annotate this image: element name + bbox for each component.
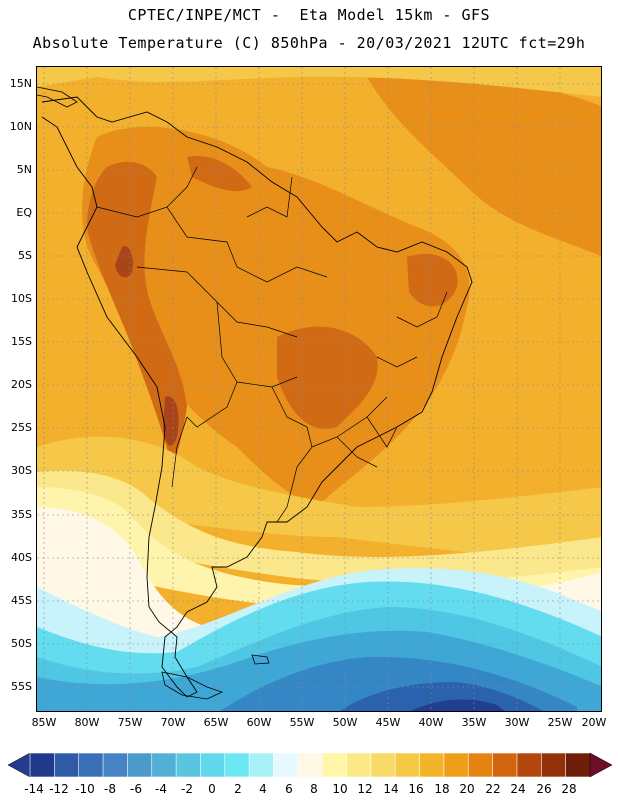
title-line-2: Absolute Temperature (C) 850hPa - 20/03/…: [32, 34, 586, 52]
colorbar-swatch: [297, 752, 323, 778]
darkest-blue-region: [410, 699, 505, 711]
colorbar-label: 28: [561, 782, 577, 796]
country-borders: [96, 166, 448, 523]
lat-label: EQ: [16, 206, 32, 219]
lat-label: 15S: [11, 335, 32, 348]
lat-label: 40S: [11, 551, 32, 564]
lon-label: 80W: [74, 716, 100, 729]
colorbar-swatch: [540, 752, 567, 778]
colorbar: [8, 752, 612, 778]
colorbar-swatch: [273, 752, 299, 778]
hot-region-andes: [87, 161, 187, 467]
colorbar-swatch: [419, 752, 445, 778]
lat-label: 45S: [11, 594, 32, 607]
colorbar-label: 10: [332, 782, 348, 796]
colorbar-swatch: [492, 752, 518, 778]
colorbar-label: 22: [485, 782, 501, 796]
lat-label: 20S: [11, 378, 32, 391]
colorbar-swatch: [467, 752, 494, 778]
colorbar-label: 12: [357, 782, 373, 796]
lat-label: 15N: [9, 77, 32, 90]
lat-label: 30S: [11, 464, 32, 477]
title-line-1: CPTEC/INPE/MCT - Eta Model 15km - GFS: [127, 6, 491, 24]
colorbar-label: 24: [510, 782, 526, 796]
colorbar-swatch: [102, 752, 128, 778]
lon-label: 50W: [332, 716, 358, 729]
graticule: [37, 67, 601, 711]
lon-label: 55W: [289, 716, 315, 729]
hottest-spot-peru: [115, 246, 133, 278]
lon-label: 25W: [547, 716, 573, 729]
colorbar-label: -10: [75, 782, 95, 796]
colorbar-swatch: [200, 752, 226, 778]
colorbar-swatch: [443, 752, 469, 778]
lat-label: 55S: [11, 680, 32, 693]
colorbar-boxes: [29, 752, 591, 778]
lat-label: 10N: [9, 120, 32, 133]
colorbar-swatch: [565, 752, 591, 778]
colorbar-swatch: [78, 752, 104, 778]
warm-region-continent: [82, 127, 470, 507]
colorbar-label: -12: [49, 782, 69, 796]
colorbar-label: -6: [130, 782, 142, 796]
colorbar-swatch: [516, 752, 542, 778]
colorbar-label: 16: [408, 782, 424, 796]
hot-region-venezuela: [187, 156, 252, 192]
colorbar-label: 2: [234, 782, 242, 796]
lat-label: 50S: [11, 637, 32, 650]
tierra-del-fuego: [161, 671, 224, 700]
lat-label: 5N: [16, 163, 32, 176]
coastline: [41, 96, 473, 698]
colorbar-label: 20: [459, 782, 475, 796]
lon-label: 20W: [581, 716, 607, 729]
colorbar-swatch: [224, 752, 250, 778]
lat-label: 10S: [11, 292, 32, 305]
colorbar-swatch: [127, 752, 153, 778]
lat-label: 35S: [11, 508, 32, 521]
lon-label: 85W: [31, 716, 57, 729]
colorbar-swatch: [346, 752, 372, 778]
colorbar-label: 0: [208, 782, 216, 796]
lon-label: 40W: [418, 716, 444, 729]
mild-region-north: [37, 67, 601, 97]
temperature-map: [36, 66, 602, 712]
colorbar-swatch: [370, 752, 396, 778]
colorbar-label: 8: [310, 782, 318, 796]
lon-label: 60W: [246, 716, 272, 729]
lon-label: 45W: [375, 716, 401, 729]
lat-label: 25S: [11, 421, 32, 434]
mild-region-south: [37, 436, 601, 567]
lat-label: 5S: [18, 249, 32, 262]
central-america-coast: [37, 86, 78, 108]
colorbar-label: 26: [536, 782, 552, 796]
lon-label: 65W: [203, 716, 229, 729]
colorbar-swatch: [29, 752, 55, 778]
colorbar-swatch: [394, 752, 421, 778]
colorbar-label: 4: [259, 782, 267, 796]
colorbar-swatch: [151, 752, 177, 778]
falkland-islands: [251, 654, 270, 665]
colorbar-label: -14: [24, 782, 44, 796]
lon-label: 35W: [461, 716, 487, 729]
colorbar-swatch: [321, 752, 348, 778]
colorbar-label: 18: [434, 782, 450, 796]
colorbar-swatch: [175, 752, 202, 778]
lon-label: 30W: [504, 716, 530, 729]
warm-region-atlantic: [367, 74, 601, 257]
colorbar-label: -4: [155, 782, 167, 796]
lon-label: 70W: [160, 716, 186, 729]
hot-region-northeast: [407, 253, 458, 307]
colorbar-label: 14: [383, 782, 399, 796]
hottest-spot-andes: [163, 396, 179, 446]
light-yellow-region: [37, 487, 601, 610]
colorbar-label: -8: [104, 782, 116, 796]
colorbar-left-arrow: [8, 752, 31, 778]
colorbar-swatch: [248, 752, 275, 778]
colorbar-label: 6: [285, 782, 293, 796]
map-canvas: [37, 67, 601, 711]
colorbar-label: -2: [181, 782, 193, 796]
colorbar-swatch: [54, 752, 80, 778]
colorbar-right-arrow: [589, 752, 612, 778]
lon-label: 75W: [117, 716, 143, 729]
